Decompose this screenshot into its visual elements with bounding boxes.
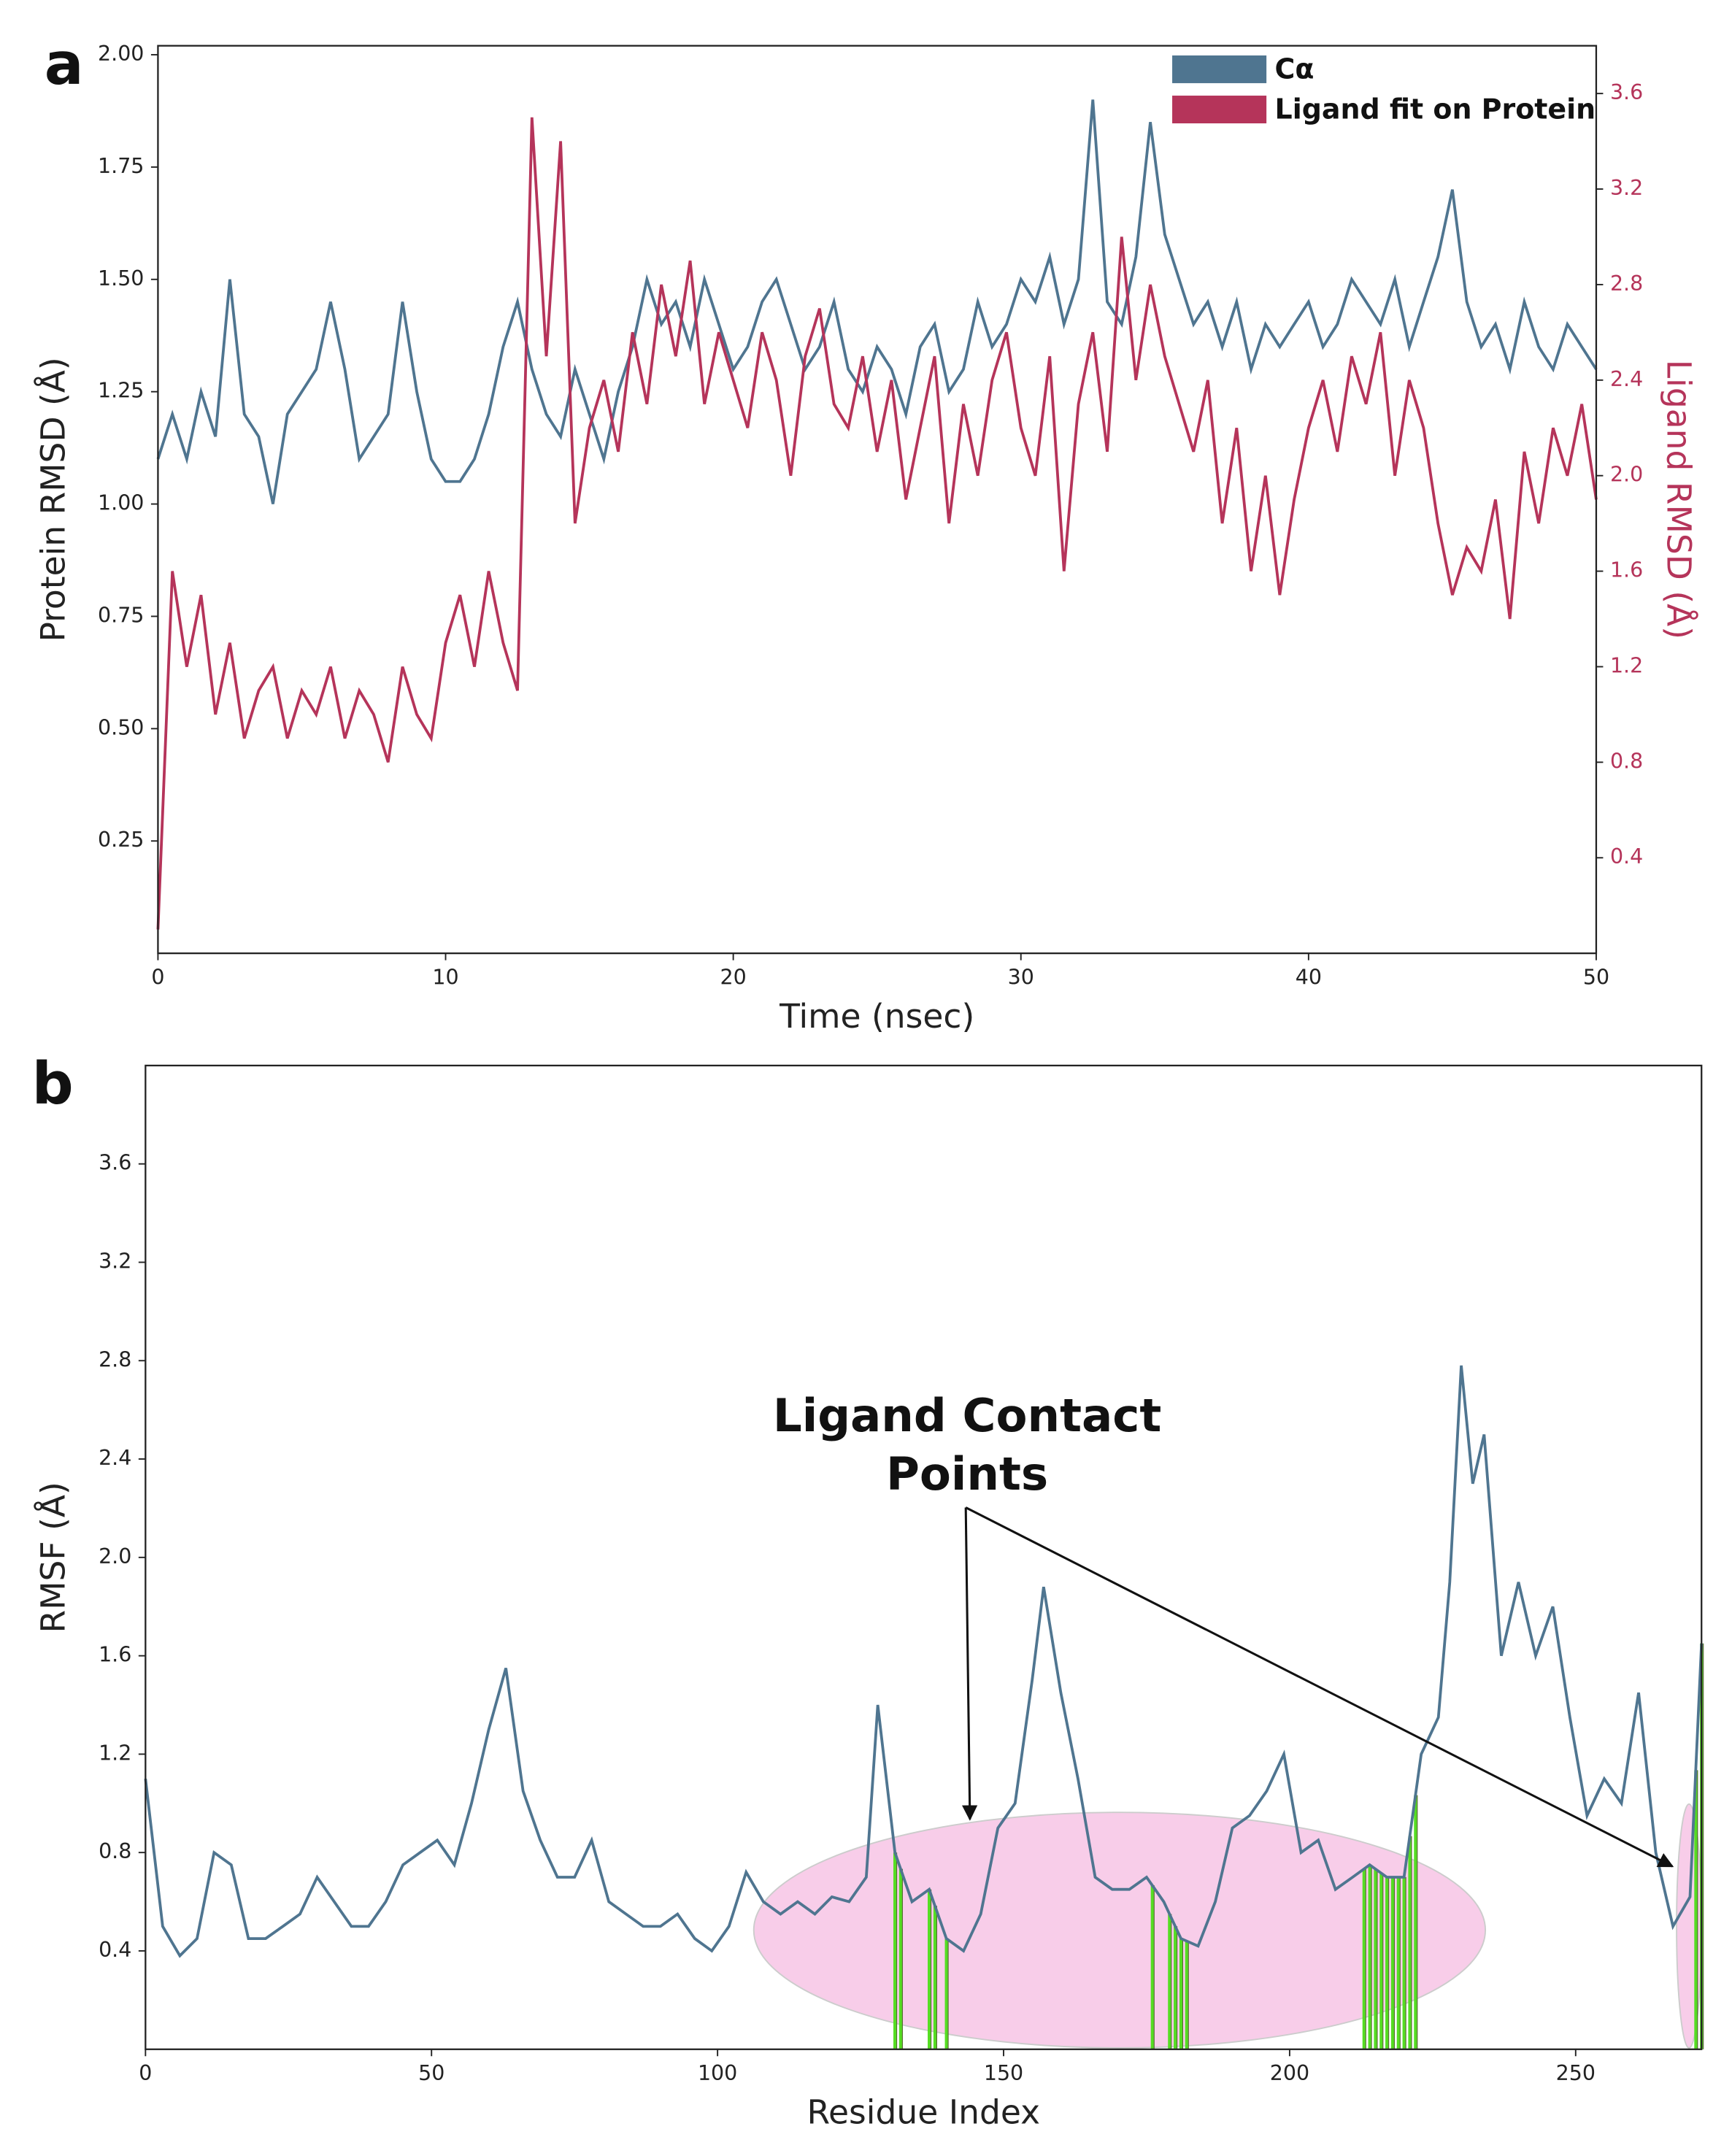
y-tick-label: 3.6 bbox=[99, 1151, 131, 1175]
x-tick-label: 50 bbox=[1583, 965, 1609, 989]
y-tick-label: 1.50 bbox=[98, 266, 144, 290]
series-line bbox=[144, 1365, 1704, 1958]
y2-tick-label: 3.2 bbox=[1610, 176, 1643, 200]
x-tick-label: 150 bbox=[984, 2061, 1023, 2085]
y-tick-label: 2.8 bbox=[99, 1347, 131, 1371]
y2-tick-label: 2.8 bbox=[1610, 272, 1643, 296]
y2-tick-label: 0.8 bbox=[1610, 749, 1643, 773]
y-tick-label: 2.0 bbox=[99, 1544, 131, 1568]
series-line bbox=[156, 117, 1598, 930]
arrow bbox=[961, 1507, 978, 1821]
y2-tick-label: 0.4 bbox=[1610, 844, 1643, 869]
y-tick-label: 0.4 bbox=[99, 1938, 131, 1962]
x-tick-label: 50 bbox=[418, 2061, 444, 2085]
legend-swatch bbox=[1172, 55, 1267, 83]
legend-label: Cα bbox=[1275, 53, 1315, 85]
y2-tick-label: 2.4 bbox=[1610, 367, 1643, 391]
x-tick-label: 250 bbox=[1556, 2061, 1596, 2085]
y-tick-label: 3.2 bbox=[99, 1249, 131, 1273]
y-tick-label: 0.8 bbox=[99, 1839, 131, 1863]
x-axis-label: Time (nsec) bbox=[779, 997, 974, 1036]
panel-label: a bbox=[45, 30, 84, 98]
x-tick-label: 10 bbox=[432, 965, 458, 989]
x-tick-label: 0 bbox=[139, 2061, 152, 2085]
y2-tick-label: 3.6 bbox=[1610, 80, 1643, 104]
y-axis-label: Protein RMSD (Å) bbox=[33, 357, 72, 642]
charts: 0 10 20 30 40 50 0.25 0.50 0.75 1.00 1.25 1.50 1.75 2… bbox=[32, 30, 1704, 2132]
legend-label: Ligand fit on Protein bbox=[1275, 93, 1596, 125]
y-tick-label: 2.4 bbox=[99, 1446, 131, 1470]
x-axis-label: Residue Index bbox=[807, 2093, 1040, 2132]
y-tick-label: 1.2 bbox=[99, 1741, 131, 1765]
y-tick-label: 0.75 bbox=[98, 603, 144, 627]
x-tick-label: 100 bbox=[698, 2061, 737, 2085]
annotation: Ligand Contact bbox=[773, 1389, 1162, 1442]
y2-tick-label: 2.0 bbox=[1610, 463, 1643, 487]
y-tick-label: 1.75 bbox=[98, 154, 144, 178]
x-tick-label: 0 bbox=[151, 965, 164, 989]
y-tick-label: 1.25 bbox=[98, 379, 144, 403]
annotation: Points bbox=[886, 1447, 1048, 1501]
y2-axis-label: Ligand RMSD (Å) bbox=[1660, 360, 1699, 639]
y2-tick-label: 1.6 bbox=[1610, 558, 1643, 582]
y-tick-label: 1.00 bbox=[98, 491, 144, 515]
x-tick-label: 200 bbox=[1270, 2061, 1309, 2085]
panel-label: b bbox=[32, 1050, 74, 1117]
y-tick-label: 1.6 bbox=[99, 1643, 131, 1667]
y-axis-label: RMSF (Å) bbox=[33, 1482, 72, 1633]
y-tick-label: 2.00 bbox=[98, 42, 144, 66]
y-tick-label: 0.25 bbox=[98, 828, 144, 852]
x-tick-label: 20 bbox=[720, 965, 747, 989]
arrow bbox=[965, 1506, 1674, 1868]
x-tick-label: 30 bbox=[1008, 965, 1034, 989]
y-tick-label: 0.50 bbox=[98, 715, 144, 739]
x-tick-label: 40 bbox=[1296, 965, 1322, 989]
legend-swatch bbox=[1172, 96, 1267, 124]
y2-tick-label: 1.2 bbox=[1610, 653, 1643, 677]
plot-frame bbox=[157, 45, 1598, 955]
series-line bbox=[156, 99, 1598, 504]
